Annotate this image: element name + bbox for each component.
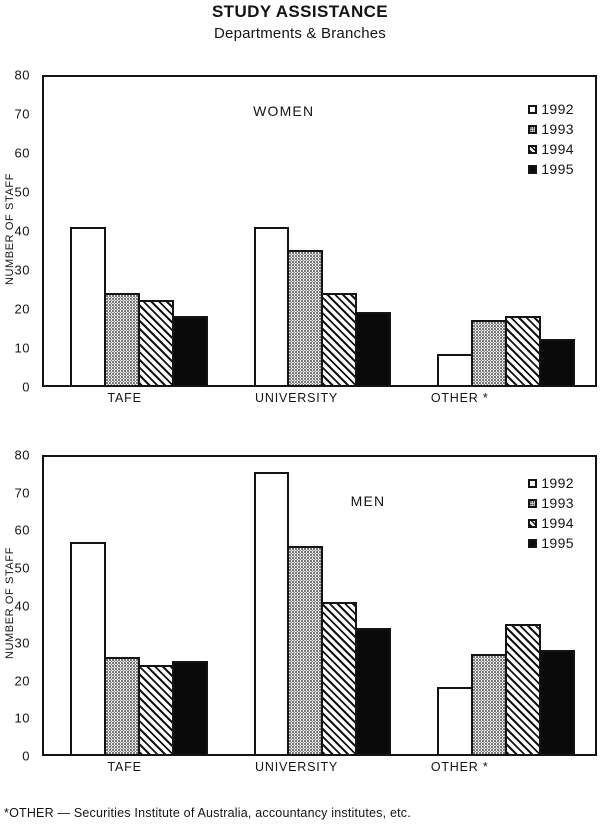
plot-area: 80 70 60 50 40 30 20 10 0 MEN 1992 1993 1994 1995 — [15, 449, 597, 763]
legend-swatch-hatch-icon — [528, 518, 538, 528]
legend-label: 1994 — [541, 141, 574, 157]
bar-1994-other — [505, 315, 542, 385]
x-axis-labels: TAFE UNIVERSITY OTHER * — [42, 760, 593, 776]
y-tick-label: 40 — [14, 223, 30, 239]
bar-1995-other — [539, 338, 575, 385]
bar-1993-university — [287, 546, 324, 754]
bar-group-other — [437, 77, 575, 385]
y-tick-label: 80 — [14, 67, 30, 83]
x-category-label: TAFE — [107, 391, 142, 405]
bar-1993-tafe — [103, 292, 140, 385]
x-axis-labels: TAFE UNIVERSITY OTHER * — [42, 391, 593, 407]
y-tick-label: 70 — [14, 106, 30, 122]
y-tick-label: 50 — [14, 184, 30, 200]
bar-1992-tafe — [69, 227, 106, 385]
bar-group-other — [437, 457, 575, 754]
legend-item-1993: 1993 — [528, 122, 574, 136]
legend-swatch-solid-icon — [528, 538, 538, 548]
panel-label: WOMEN — [253, 103, 315, 119]
y-tick-label: 10 — [14, 340, 30, 356]
legend-label: 1992 — [541, 475, 574, 491]
y-tick-label: 30 — [14, 262, 30, 278]
bar-1995-tafe — [171, 315, 208, 385]
x-category-label: UNIVERSITY — [255, 760, 339, 774]
bar-1994-tafe — [137, 300, 174, 385]
y-tick-label: 40 — [14, 598, 30, 613]
legend-swatch-stipple-icon — [528, 124, 538, 134]
legend-item-1993: 1993 — [528, 496, 574, 510]
bar-1994-university — [321, 292, 358, 385]
bar-1995-tafe — [171, 661, 208, 754]
legend: 1992 1993 1994 1995 — [528, 102, 574, 182]
bar-1995-university — [355, 627, 392, 754]
y-tick-label: 60 — [14, 522, 30, 538]
bar-1992-university — [253, 227, 290, 385]
figure-header: STUDY ASSISTANCE Departments & Branches — [0, 2, 600, 42]
bar-1995-university — [355, 311, 392, 385]
bar-1994-university — [321, 601, 358, 754]
bar-group-university — [253, 77, 392, 385]
legend-label: 1995 — [541, 535, 574, 551]
bar-1992-other — [437, 354, 474, 385]
bar-group-tafe — [69, 77, 208, 385]
footnote: *OTHER — Securities Institute of Austral… — [4, 806, 411, 820]
legend-swatch-solid-icon — [528, 164, 538, 174]
legend-label: 1992 — [541, 101, 574, 117]
figure-title: STUDY ASSISTANCE — [211, 2, 389, 21]
men-chart: NUMBER OF STAFF 80 70 60 50 40 30 20 10 0 MEN 19… — [0, 449, 600, 790]
y-tick-label: 20 — [14, 301, 30, 317]
legend: 1992 1993 1994 1995 — [528, 476, 574, 556]
legend-swatch-stipple-icon — [528, 498, 538, 508]
y-tick-label: 30 — [14, 635, 30, 651]
bar-1993-tafe — [103, 657, 140, 754]
bar-group-university — [253, 457, 392, 754]
figure-subtitle: Departments & Branches — [214, 25, 386, 42]
legend-item-1995: 1995 — [528, 162, 574, 176]
legend-item-1994: 1994 — [528, 142, 574, 156]
legend-item-1992: 1992 — [528, 476, 574, 490]
x-category-label: TAFE — [107, 760, 142, 774]
panel-label: MEN — [350, 493, 386, 509]
y-tick-label: 50 — [14, 560, 30, 576]
bar-1994-other — [505, 624, 542, 754]
y-tick-label: 10 — [14, 710, 30, 726]
bar-1993-other — [471, 653, 508, 754]
x-category-label: OTHER * — [430, 760, 489, 774]
y-tick-label: 0 — [22, 379, 30, 395]
bar-1993-university — [287, 250, 324, 385]
y-tick-label: 20 — [14, 673, 30, 689]
y-tick-label: 80 — [14, 447, 30, 463]
bar-1994-tafe — [137, 664, 174, 754]
y-tick-label: 60 — [14, 145, 30, 161]
bar-1993-other — [471, 319, 508, 385]
y-tick-label: 0 — [22, 748, 30, 764]
y-axis-ticks: 80 70 60 50 40 30 20 10 0 — [0, 69, 34, 394]
women-chart: NUMBER OF STAFF 80 70 60 50 40 30 20 10 0 WOMEN … — [0, 69, 600, 420]
bar-1992-other — [437, 687, 474, 754]
legend-item-1995: 1995 — [528, 536, 574, 550]
bar-1995-other — [539, 650, 575, 754]
legend-swatch-open-icon — [528, 478, 538, 488]
legend-swatch-open-icon — [528, 104, 538, 114]
x-category-label: OTHER * — [430, 391, 489, 405]
legend-swatch-hatch-icon — [528, 144, 538, 154]
bar-1992-university — [253, 471, 290, 754]
x-category-label: UNIVERSITY — [255, 391, 339, 405]
bar-1992-tafe — [69, 542, 106, 754]
y-tick-label: 70 — [14, 485, 30, 501]
y-axis-ticks: 80 70 60 50 40 30 20 10 0 — [0, 449, 34, 763]
bar-group-tafe — [69, 457, 208, 754]
legend-label: 1993 — [541, 495, 574, 511]
legend-label: 1995 — [541, 161, 574, 177]
plot-area: 80 70 60 50 40 30 20 10 0 WOMEN 1992 1993 1994 1995 — [15, 69, 597, 394]
legend-label: 1994 — [541, 515, 574, 531]
legend-label: 1993 — [541, 121, 574, 137]
legend-item-1994: 1994 — [528, 516, 574, 530]
legend-item-1992: 1992 — [528, 102, 574, 116]
